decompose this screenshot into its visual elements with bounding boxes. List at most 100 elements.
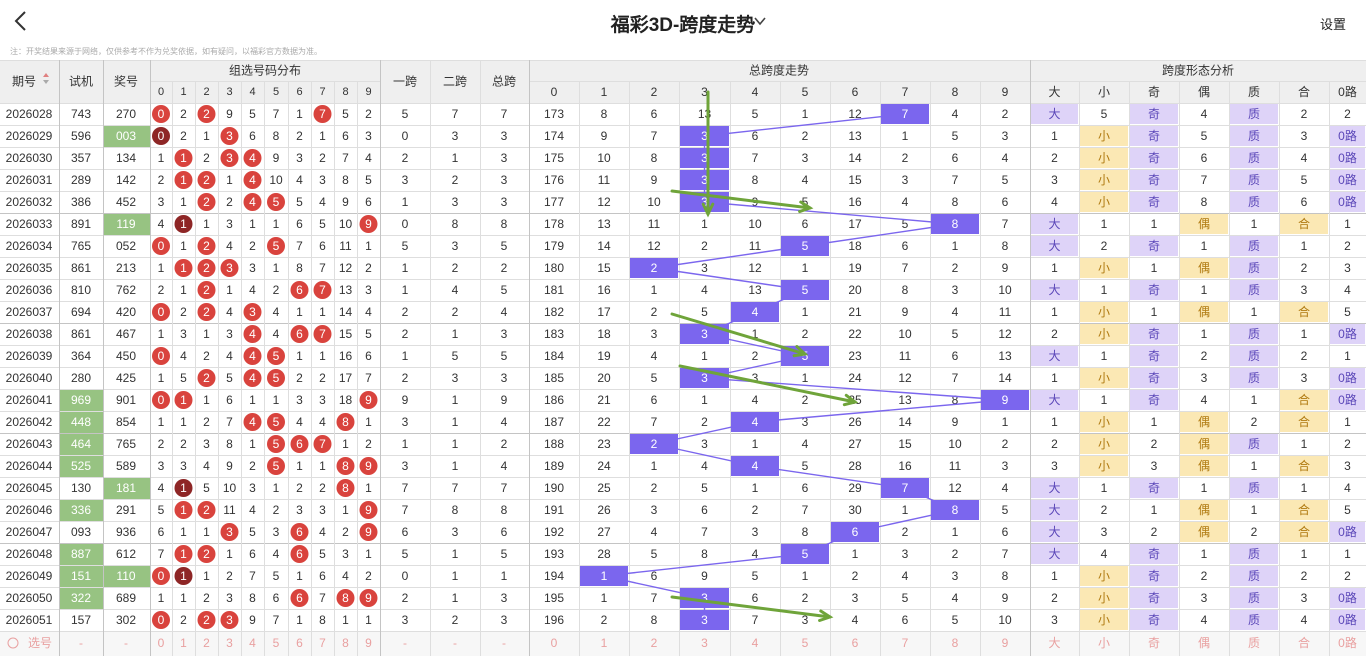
footer-digit[interactable]: 7 <box>319 636 326 650</box>
period-cell: 2026050 <box>6 591 53 605</box>
trend-omission-cell: 6 <box>1002 525 1009 539</box>
footer-form-label[interactable]: 质 <box>1248 636 1260 650</box>
table-row[interactable]: 2026033 891 119 4 1 1 3 1 1 6 5 10 9 0 8 8 178 13 11 1 10 6 17… <box>6 214 1352 234</box>
trend-omission-cell: 5 <box>902 217 909 231</box>
footer-form-label[interactable]: 0路 <box>1338 635 1357 650</box>
omission-cell: 3 <box>319 393 326 407</box>
table-row[interactable]: 2026042448854112745448131418722724326149… <box>6 412 1352 432</box>
trend-omission-cell: 7 <box>952 371 959 385</box>
prize-highlight <box>103 565 150 587</box>
table-row[interactable]: 2026029596003021368216303317497362131531… <box>6 126 1357 146</box>
ball-digit: 8 <box>342 481 349 495</box>
footer-digit[interactable]: 9 <box>365 636 372 650</box>
trend-omission-cell: 20 <box>848 283 862 297</box>
table-row[interactable]: 2026043464765223815671211218823231427151… <box>6 434 1352 454</box>
span-mark-label: 2 <box>651 437 658 451</box>
span1-cell: 5 <box>402 107 409 121</box>
number-ball <box>359 457 378 475</box>
number-ball <box>359 523 378 541</box>
trend-omission-cell: 3 <box>802 151 809 165</box>
footer-trend-digit[interactable]: 8 <box>952 636 959 650</box>
table-row[interactable]: 2026045130181415103122817771902525162971… <box>6 478 1352 498</box>
footer-trend-digit[interactable]: 7 <box>902 636 909 650</box>
omission-cell: 8 <box>273 129 280 143</box>
trend-omission-cell: 194 <box>544 569 564 583</box>
sort-icon[interactable] <box>43 73 49 84</box>
table-row[interactable]: 2026047 093 936 6 1 1 3 5 3 6 4 2 9 6 3 6 192 27 4 7 3 8 6 2 1 6 大… <box>6 522 1357 542</box>
footer-form-label[interactable]: 奇 <box>1148 636 1160 650</box>
form-cell: 大 <box>1048 503 1060 517</box>
span-mark-label: 9 <box>1002 393 1009 407</box>
footer-digit[interactable]: 2 <box>203 636 210 650</box>
footer-trend-digit[interactable]: 3 <box>701 636 708 650</box>
footer-form-label[interactable]: 合 <box>1298 635 1310 650</box>
form-highlight <box>1330 324 1365 344</box>
ball-digit: 5 <box>273 415 280 429</box>
footer-digit[interactable]: 4 <box>249 636 256 650</box>
form-cell: 质 <box>1248 107 1260 121</box>
form-cell: 大 <box>1048 217 1060 231</box>
ball-digit: 9 <box>365 591 372 605</box>
footer-form-label[interactable]: 偶 <box>1198 636 1210 650</box>
form-highlight <box>1280 522 1328 542</box>
trial-highlight <box>59 455 103 477</box>
footer-trend-digit[interactable]: 6 <box>852 636 859 650</box>
form-highlight <box>1180 412 1228 432</box>
footer-digit[interactable]: 3 <box>226 636 233 650</box>
span-mark-label: 4 <box>752 459 759 473</box>
omission-cell: 4 <box>365 151 372 165</box>
number-ball <box>336 479 355 497</box>
col-header-form: 跨度形态分析 <box>1162 63 1234 78</box>
form-highlight <box>1031 104 1078 124</box>
table-row[interactable]: 2026040280425152545221772331852053312412… <box>6 368 1357 388</box>
trial-cell: 130 <box>71 481 91 495</box>
form-cell: 偶 <box>1198 305 1210 319</box>
span2-cell: 2 <box>452 173 459 187</box>
omission-cell: 5 <box>319 547 326 561</box>
span-mark-label: 8 <box>952 217 959 231</box>
arrowhead <box>798 200 814 214</box>
footer-trend-digit[interactable]: 1 <box>601 636 608 650</box>
span1-cell: 3 <box>402 459 409 473</box>
footer-digit[interactable]: 0 <box>158 636 165 650</box>
footer-digit[interactable]: 5 <box>273 636 280 650</box>
trend-omission-cell: 23 <box>597 437 611 451</box>
trend-omission-cell: 10 <box>898 327 912 341</box>
table-row[interactable]: 2026044525589334925118931418924144528161… <box>6 456 1352 476</box>
radio-icon[interactable] <box>7 637 19 649</box>
footer-trend-digit[interactable]: 9 <box>1002 636 1009 650</box>
footer-digit[interactable]: 8 <box>342 636 349 650</box>
form-highlight <box>1230 170 1278 190</box>
footer-form-label[interactable]: 大 <box>1048 636 1060 650</box>
footer-form-label[interactable]: 小 <box>1098 636 1110 650</box>
form-highlight <box>1080 192 1128 212</box>
trend-omission-cell: 1 <box>651 459 658 473</box>
table-row[interactable]: 2026035861213112331871221221801523121197… <box>6 258 1352 278</box>
footer-trend-digit[interactable]: 0 <box>551 636 558 650</box>
table-row[interactable]: 2026031 289 142 2 1 2 1 4 10 4 3 8 5 3 2 3 176 11 9 3 8 4 15 3 7… <box>6 170 1357 190</box>
footer-trend-digit[interactable]: 5 <box>802 636 809 650</box>
chevron-down-icon[interactable] <box>752 14 768 28</box>
total-span-cell: 4 <box>501 415 508 429</box>
settings-button[interactable]: 设置 <box>1319 17 1346 32</box>
table-row[interactable]: 2026037694420022434111442241821725412194… <box>6 302 1352 322</box>
form-cell: 1 <box>1101 349 1108 363</box>
trial-highlight <box>59 389 103 411</box>
form-cell: 1 <box>1101 481 1108 495</box>
footer-digit[interactable]: 1 <box>180 636 187 650</box>
chevron-left-icon[interactable] <box>10 8 32 34</box>
footer-trend-digit[interactable]: 4 <box>752 636 759 650</box>
form-cell: 奇 <box>1148 173 1160 187</box>
ball-digit: 2 <box>203 195 210 209</box>
dist-digit-header: 5 <box>273 86 279 98</box>
footer-digit[interactable]: 6 <box>296 636 303 650</box>
span2-cell: 3 <box>452 195 459 209</box>
form-cell: 大 <box>1048 547 1060 561</box>
table-row[interactable]: 2026041 969 901 0 1 1 6 1 1 3 3 18 9 9 1 9 186 21 6 1 4 2 25 13… <box>6 390 1357 410</box>
form-highlight <box>1031 522 1078 542</box>
table-row[interactable]: 2026051 157 302 0 2 2 3 9 7 1 8 1 1 3 2 3 196 2 8 3 7 3 4 6 5 10 3… <box>6 610 1357 630</box>
table-row[interactable]: 2026046336291512114233197881912636273018… <box>6 500 1352 520</box>
grid-lines <box>0 60 1366 656</box>
table-row[interactable]: 2026048 887 612 7 1 2 1 6 4 6 5 3 1 5 1 5 193 28 5 8 4 5 1 3 2 7 大… <box>6 544 1352 564</box>
footer-trend-digit[interactable]: 2 <box>651 636 658 650</box>
